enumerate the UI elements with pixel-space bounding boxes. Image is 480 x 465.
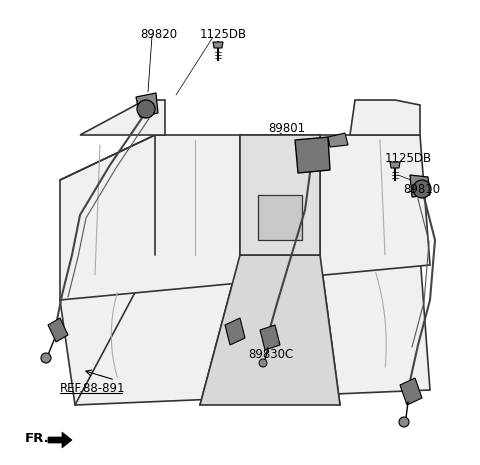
Polygon shape — [260, 325, 280, 350]
Polygon shape — [200, 255, 340, 405]
Text: 89801: 89801 — [268, 122, 305, 135]
Polygon shape — [48, 318, 68, 342]
Polygon shape — [350, 100, 420, 135]
Polygon shape — [225, 318, 245, 345]
Polygon shape — [60, 255, 430, 405]
Circle shape — [259, 359, 267, 367]
Circle shape — [399, 417, 409, 427]
Circle shape — [41, 353, 51, 363]
Polygon shape — [48, 432, 72, 448]
Polygon shape — [258, 195, 302, 240]
Polygon shape — [400, 378, 422, 405]
Circle shape — [413, 180, 431, 198]
Polygon shape — [213, 42, 223, 48]
Polygon shape — [328, 133, 348, 147]
Text: 1125DB: 1125DB — [200, 28, 247, 41]
Text: FR.: FR. — [25, 432, 50, 445]
Polygon shape — [60, 135, 430, 300]
Text: 1125DB: 1125DB — [385, 152, 432, 165]
Text: 89830C: 89830C — [248, 348, 293, 361]
Polygon shape — [80, 100, 165, 135]
Polygon shape — [390, 162, 400, 168]
Text: REF.88-891: REF.88-891 — [60, 382, 125, 395]
Polygon shape — [410, 175, 430, 197]
Polygon shape — [295, 137, 330, 173]
Circle shape — [137, 100, 155, 118]
Text: 89810: 89810 — [403, 183, 440, 196]
Text: 89820: 89820 — [140, 28, 177, 41]
Polygon shape — [136, 93, 158, 117]
Polygon shape — [240, 135, 320, 255]
